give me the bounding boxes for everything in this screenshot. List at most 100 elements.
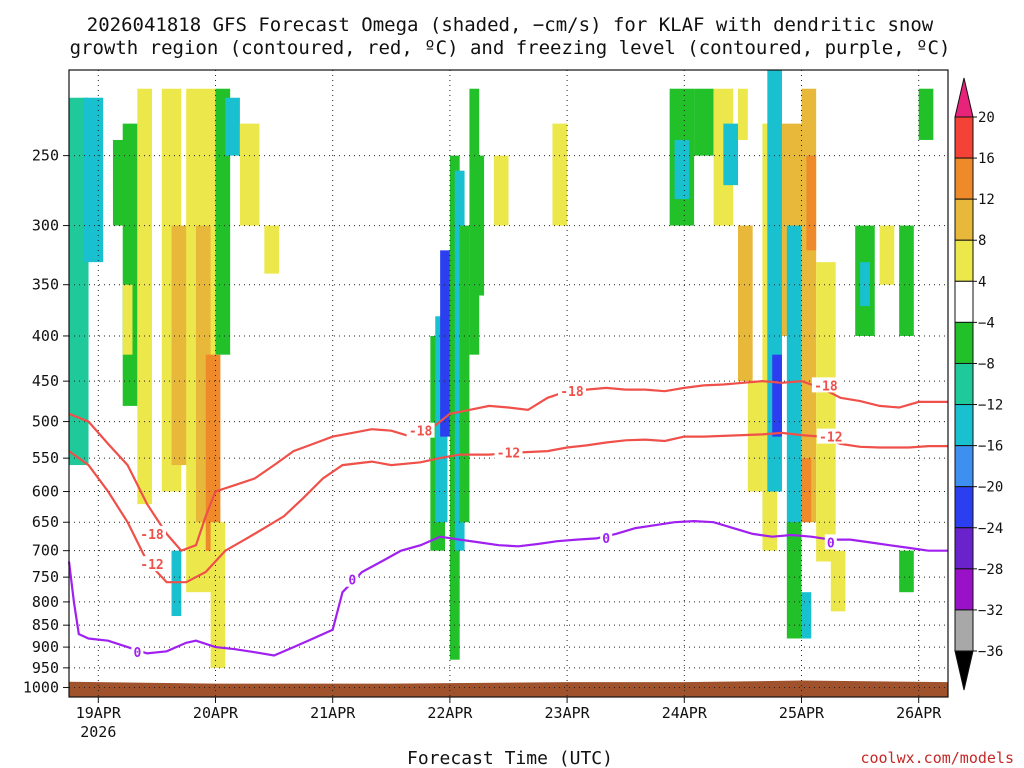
x-tick-label-4: 23APR — [545, 704, 591, 722]
contour-label-6: -12 — [819, 431, 842, 446]
colorbar-label-10: −24 — [978, 521, 1003, 537]
x-axis-title: Forecast Time (UTC) — [407, 748, 613, 768]
contour-label-bg-3 — [557, 383, 586, 399]
colorbar-segment-5 — [954, 321, 974, 364]
contour-label-bg-6 — [816, 428, 845, 444]
y-tick-label-650: 650 — [32, 513, 59, 531]
credit-link[interactable]: coolwx.com/models — [860, 749, 1014, 767]
contour-label-1: -12 — [140, 558, 163, 573]
omega-cell-37 — [772, 354, 782, 437]
omega-cell-9 — [205, 354, 221, 551]
x-tick-label-0: 19APR — [76, 704, 122, 722]
colorbar-top-arrow — [954, 77, 974, 118]
y-axis: 250 300 350 400 450 500 550 600 650 700 750 800 850 9… — [23, 147, 69, 697]
omega-cell-52 — [918, 88, 934, 140]
colorbar-label-1: 16 — [978, 151, 995, 167]
contour-label-layer: -18 -12 -18 -18 -18 -12 -12 0 0 0 0 — [131, 377, 845, 661]
omega-cell-16 — [171, 550, 182, 617]
colorbar-label-0: 20 — [978, 110, 995, 126]
x-tick-year-0: 2026 — [80, 723, 116, 741]
x-tick-label-7: 26APR — [896, 704, 942, 722]
omega-cell-13 — [239, 123, 260, 226]
omega-cell-15 — [122, 284, 133, 355]
y-tick-label-850: 850 — [32, 616, 59, 634]
omega-cell-22 — [459, 225, 470, 523]
contour-label-bg-0 — [138, 525, 167, 541]
colorbar-segment-3 — [954, 239, 974, 282]
contour-label-5: -12 — [497, 447, 520, 462]
colorbar-segment-6 — [954, 362, 974, 406]
x-tick-label-3: 22APR — [427, 704, 473, 722]
omega-cell-12 — [225, 97, 240, 156]
omega-cell-49 — [879, 225, 895, 285]
y-tick-label-350: 350 — [32, 276, 59, 294]
colorbar-segment-4 — [954, 280, 974, 323]
omega-cell-29 — [694, 88, 714, 156]
colorbar-label-4: 4 — [978, 274, 986, 290]
omega-cell-25 — [493, 155, 509, 226]
omega-cell-10 — [210, 522, 226, 668]
omega-cell-45 — [816, 262, 836, 562]
omega-cell-40 — [801, 88, 817, 523]
colorbar-label-3: 8 — [978, 233, 986, 249]
omega-shading-layer — [69, 70, 934, 668]
omega-cell-42 — [806, 155, 817, 251]
colorbar-label-12: −32 — [978, 603, 1003, 619]
colorbar-bottom-arrow — [954, 650, 974, 691]
colorbar-segment-10 — [954, 527, 974, 570]
contour-line-2 — [67, 519, 948, 657]
colorbar-label-11: −28 — [978, 562, 1003, 578]
contour-label-3: -18 — [560, 385, 584, 400]
plot-frame — [68, 69, 949, 698]
chart-title-line-1: 2026041818 GFS Forecast Omega (shaded, −… — [87, 14, 934, 36]
contour-label-bg-8 — [346, 571, 359, 587]
omega-cell-19 — [440, 250, 450, 437]
contour-label-bg-9 — [600, 529, 613, 545]
y-tick-label-400: 400 — [32, 327, 59, 345]
omega-cell-31 — [723, 123, 739, 186]
x-tick-label-1: 20APR — [193, 704, 239, 722]
omega-cell-46 — [830, 550, 846, 612]
contour-label-9: 0 — [602, 532, 610, 547]
omega-cell-51 — [899, 550, 914, 593]
omega-cell-39 — [786, 225, 802, 551]
x-tick-label-2: 21APR — [310, 704, 356, 722]
y-tick-label-450: 450 — [32, 372, 59, 390]
colorbar-label-13: −36 — [978, 644, 1003, 660]
contour-label-4: -18 — [814, 379, 838, 394]
y-tick-label-300: 300 — [32, 217, 59, 235]
chart-title-line-2: growth region (contoured, red, ºC) and f… — [70, 37, 951, 59]
omega-cell-50 — [899, 225, 914, 336]
colorbar-label-9: −20 — [978, 480, 1003, 496]
y-tick-label-550: 550 — [32, 449, 59, 467]
colorbar-segment-7 — [954, 404, 974, 447]
contour-label-bg-4 — [811, 377, 840, 393]
omega-cell-34 — [747, 381, 763, 492]
terrain-fill — [69, 680, 948, 697]
contour-label-bg-2 — [406, 422, 435, 438]
contour-label-7: 0 — [133, 646, 141, 661]
y-tick-label-750: 750 — [32, 568, 59, 586]
contour-label-0: -18 — [140, 528, 164, 543]
y-tick-label-700: 700 — [32, 542, 59, 560]
contour-label-8: 0 — [348, 574, 356, 589]
y-tick-label-250: 250 — [32, 147, 59, 165]
contour-label-10: 0 — [827, 536, 835, 551]
contour-label-bg-5 — [494, 444, 523, 460]
omega-cell-3 — [122, 123, 138, 406]
colorbar-label-8: −16 — [978, 439, 1003, 455]
plot-area: -18 -12 -18 -18 -18 -12 -12 0 0 0 0 — [67, 69, 949, 698]
omega-cell-2 — [112, 139, 126, 226]
colorbar-segment-12 — [954, 609, 974, 652]
terrain-layer — [69, 680, 948, 697]
contour-label-bg-10 — [824, 534, 837, 550]
omega-cell-14 — [264, 225, 279, 274]
omega-cell-28 — [674, 139, 690, 200]
y-tick-label-900: 900 — [32, 638, 59, 656]
omega-cell-33 — [738, 225, 753, 382]
contour-label-2: -18 — [409, 425, 433, 440]
omega-cell-41 — [801, 458, 812, 523]
colorbar-segment-0 — [954, 116, 974, 159]
